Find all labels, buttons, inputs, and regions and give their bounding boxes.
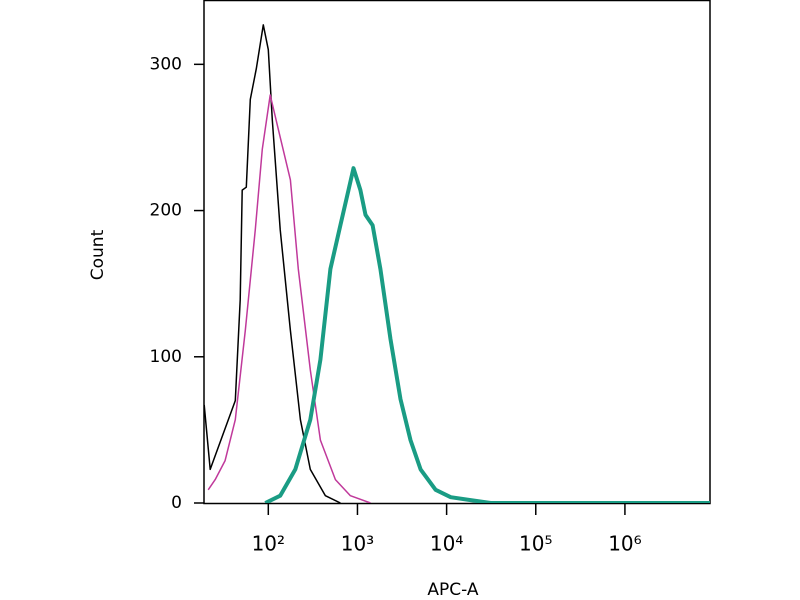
y-tick-label: 100 — [150, 347, 182, 367]
x-tick-label: 10⁵ — [519, 532, 552, 556]
curves — [204, 24, 710, 503]
histogram-line — [207, 94, 371, 503]
y-tick-label: 200 — [150, 201, 182, 221]
y-tick-label: 300 — [150, 54, 182, 74]
y-tick-label: 0 — [171, 493, 182, 513]
x-tick-label: 10² — [252, 532, 285, 556]
y-axis-label: Count — [88, 229, 108, 280]
histogram-line — [264, 166, 710, 503]
x-tick-label: 10⁴ — [430, 532, 463, 556]
plot-frame — [203, 0, 711, 505]
histogram-line — [204, 24, 341, 503]
x-axis-label: APC-A — [427, 580, 479, 600]
x-tick-label: 10³ — [341, 532, 374, 556]
x-tick-label: 10⁶ — [608, 532, 641, 556]
